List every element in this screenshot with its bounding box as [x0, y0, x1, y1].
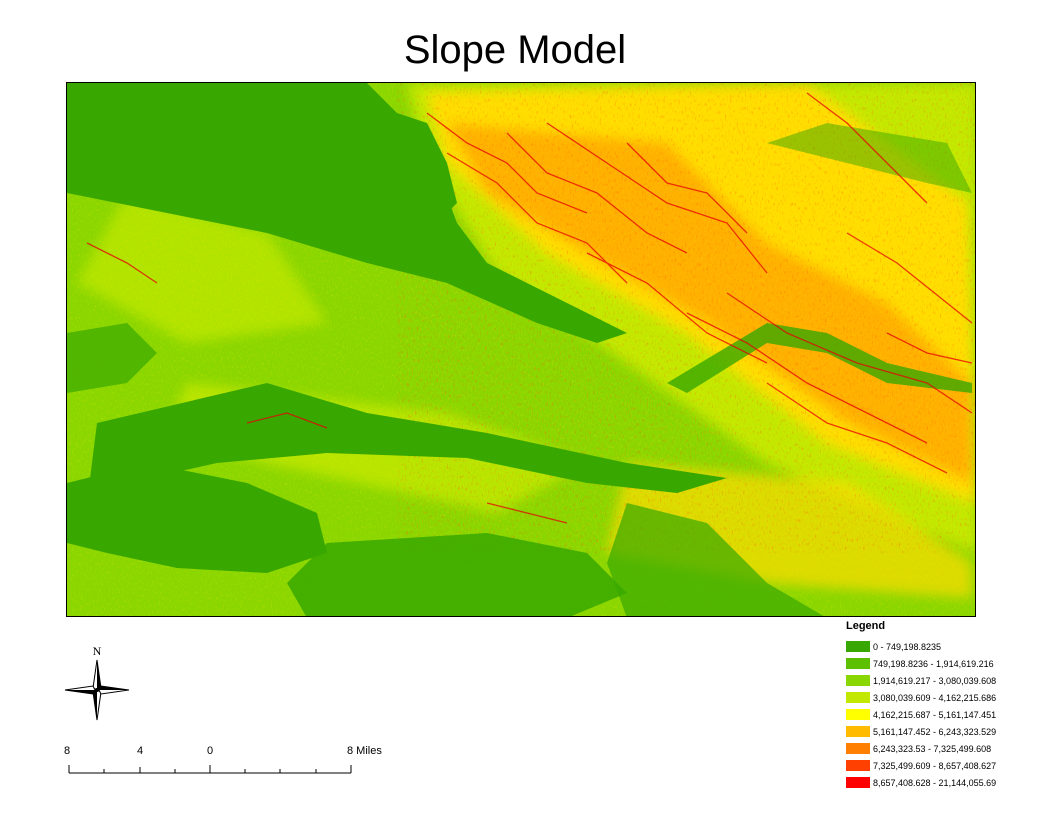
legend-label: 4,162,215.687 - 5,161,147.451: [873, 709, 997, 720]
scale-label-8-left: 8: [64, 745, 71, 757]
legend-title: Legend: [846, 620, 886, 632]
legend-item: 4,162,215.687 - 5,161,147.451: [846, 706, 1046, 723]
legend-item: 749,198.8236 - 1,914,619.216: [846, 655, 1046, 672]
legend-label: 8,657,408.628 - 21,144,055.69: [873, 777, 997, 788]
legend-item: 0 - 749,198.8235: [846, 638, 1046, 655]
legend-label: 1,914,619.217 - 3,080,039.608: [873, 675, 997, 686]
legend-items: 0 - 749,198.8235 749,198.8236 - 1,914,619…: [846, 638, 1046, 791]
slope-map[interactable]: [66, 82, 976, 617]
legend-swatch: [846, 743, 870, 754]
legend-label: 749,198.8236 - 1,914,619.216: [873, 658, 994, 669]
scale-bar-line: [68, 765, 352, 774]
legend-item: 3,080,039.609 - 4,162,215.686: [846, 689, 1046, 706]
legend-item: 1,914,619.217 - 3,080,039.608: [846, 672, 1046, 689]
scale-bar: 8 4 0 8 Miles: [60, 745, 400, 780]
legend-swatch: [846, 675, 870, 686]
legend-label: 3,080,039.609 - 4,162,215.686: [873, 692, 997, 703]
legend-swatch: [846, 760, 870, 771]
map-title: Slope Model: [403, 28, 627, 72]
legend-label: 6,243,323.53 - 7,325,499.608: [873, 743, 992, 754]
legend-label: 0 - 749,198.8235: [873, 641, 942, 652]
slope-raster: [67, 83, 975, 616]
legend-swatch: [846, 726, 870, 737]
legend-item: 7,325,499.609 - 8,657,408.627: [846, 757, 1046, 774]
legend-label: 7,325,499.609 - 8,657,408.627: [873, 760, 997, 771]
legend-label: 5,161,147.452 - 6,243,323.529: [873, 726, 997, 737]
scale-label-0: 0: [207, 745, 214, 757]
legend-swatch: [846, 777, 870, 788]
north-arrow-icon: N: [64, 644, 130, 721]
legend-item: 6,243,323.53 - 7,325,499.608: [846, 740, 1046, 757]
scale-label-8-miles: 8 Miles: [347, 745, 382, 757]
legend-swatch: [846, 692, 870, 703]
legend-item: 5,161,147.452 - 6,243,323.529: [846, 723, 1046, 740]
legend-swatch: [846, 641, 870, 652]
legend-item: 8,657,408.628 - 21,144,055.69: [846, 774, 1046, 791]
scale-label-4: 4: [137, 745, 144, 757]
legend-swatch: [846, 709, 870, 720]
legend: Legend 0 - 749,198.8235 749,198.8236 - 1,…: [846, 620, 1046, 791]
legend-swatch: [846, 658, 870, 669]
north-label: N: [93, 644, 102, 658]
